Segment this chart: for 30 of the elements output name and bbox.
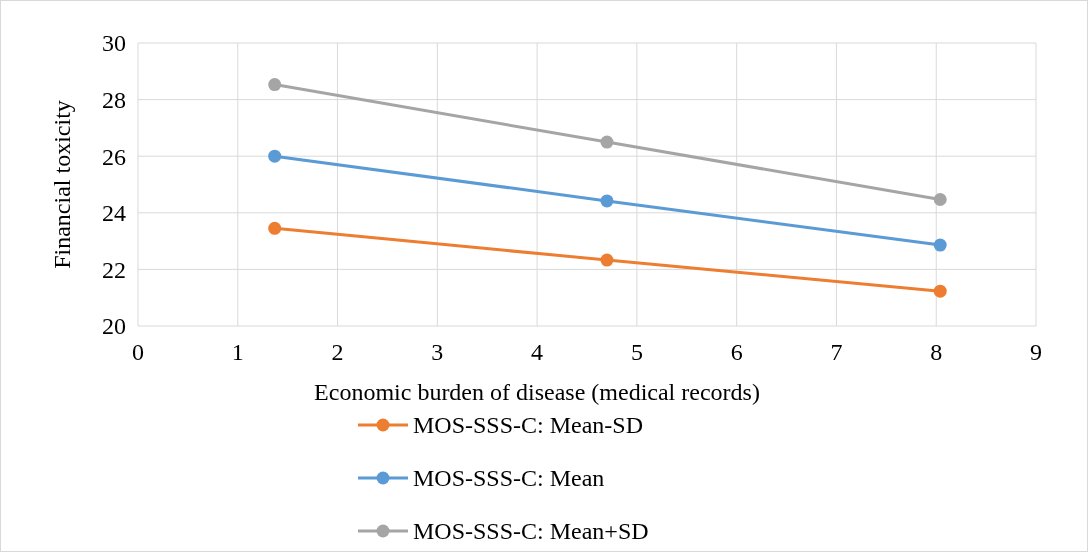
point — [600, 253, 614, 267]
point — [268, 149, 282, 163]
point — [268, 78, 282, 92]
x-axis-title: Economic burden of disease (medical records) — [314, 379, 760, 405]
point — [268, 221, 282, 235]
x-tick-label: 1 — [231, 339, 244, 365]
point — [933, 193, 947, 206]
legend-label: MOS-SSS-C: Mean — [413, 465, 605, 492]
y-tick-label: 20 — [102, 313, 126, 340]
x-tick-label: 9 — [1030, 339, 1042, 365]
x-tick-label: 0 — [132, 339, 144, 365]
y-tick-label: 24 — [102, 200, 126, 227]
y-tick-label: 26 — [102, 143, 126, 170]
x-tick-label: 5 — [630, 339, 643, 365]
point — [933, 284, 947, 298]
y-tick-label: 22 — [102, 256, 126, 283]
y-tick-label: 30 — [102, 30, 126, 57]
point — [933, 238, 947, 252]
x-tick-label: 3 — [431, 339, 444, 365]
y-axis-title: Financial toxicity — [49, 100, 75, 269]
x-tick-label: 8 — [930, 339, 943, 365]
point — [600, 194, 614, 208]
x-tick-label: 2 — [331, 339, 344, 365]
x-tick-label: 6 — [730, 339, 743, 365]
legend-label: MOS-SSS-C: Mean-SD — [413, 412, 644, 439]
x-tick-label: 7 — [830, 339, 843, 365]
x-tick-label: 4 — [531, 339, 544, 365]
y-tick-label: 28 — [102, 87, 126, 113]
legend-label: MOS-SSS-C: Mean+SD — [413, 518, 649, 545]
point — [600, 135, 614, 149]
